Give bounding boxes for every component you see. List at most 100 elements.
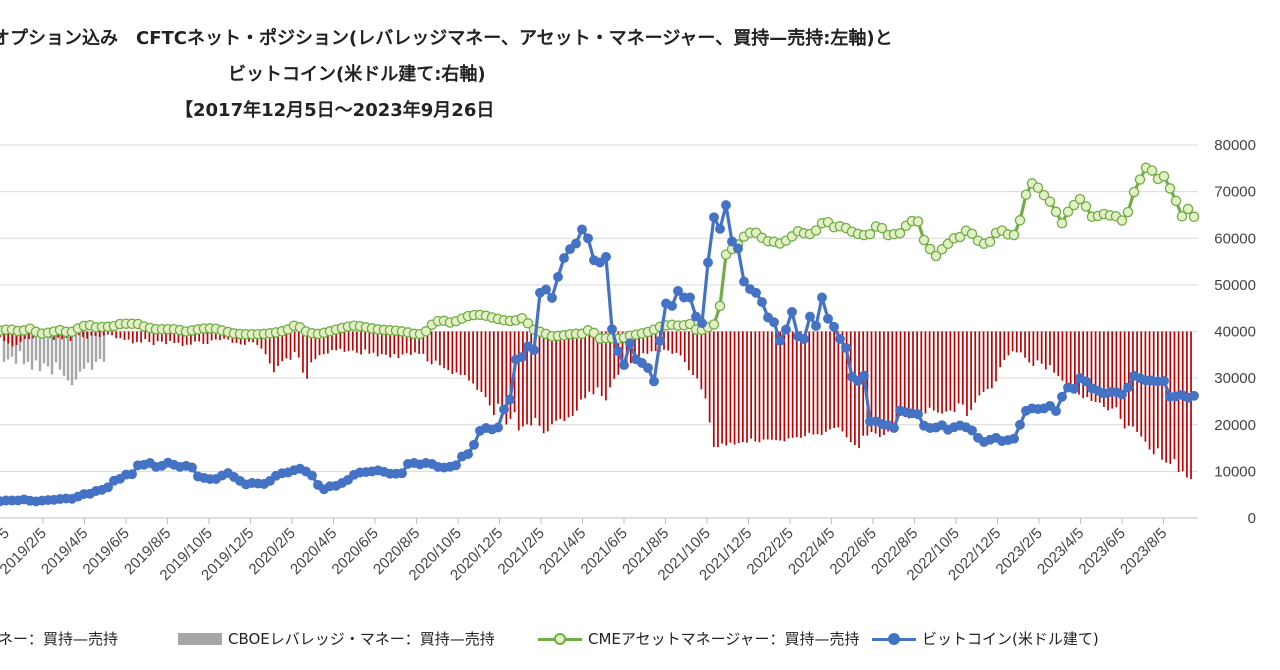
bar: [837, 331, 840, 428]
bar: [754, 331, 757, 442]
bar: [372, 331, 375, 353]
point: [541, 284, 551, 295]
bar: [766, 331, 769, 440]
bar: [26, 331, 30, 362]
bar: [306, 331, 308, 379]
bar: [268, 331, 271, 364]
bar: [895, 331, 898, 424]
bar: [974, 331, 977, 403]
point: [1134, 174, 1146, 185]
bar: [1015, 331, 1018, 353]
y-tick-label: 40000: [1214, 324, 1256, 341]
bar: [94, 331, 98, 362]
bar: [841, 331, 844, 432]
bar: [737, 331, 740, 444]
bar: [22, 331, 26, 365]
y-tick-label: 60000: [1214, 230, 1256, 247]
bar: [1098, 331, 1101, 403]
bar: [758, 331, 761, 443]
bar: [455, 331, 458, 373]
bar: [671, 331, 674, 354]
bar: [131, 331, 134, 344]
point: [565, 244, 575, 255]
bar: [538, 331, 541, 426]
point: [715, 223, 725, 234]
bar: [181, 331, 184, 347]
bar: [165, 331, 167, 345]
bar: [210, 331, 213, 341]
point: [583, 233, 593, 244]
point: [655, 335, 665, 346]
bar: [891, 331, 894, 428]
bar: [310, 331, 313, 363]
bar: [1115, 331, 1118, 408]
point: [493, 422, 503, 433]
bar: [829, 331, 831, 430]
bar: [1061, 331, 1064, 381]
bar: [1177, 331, 1180, 473]
bar: [866, 331, 869, 436]
bar: [957, 331, 960, 404]
point: [727, 236, 737, 247]
bar: [845, 331, 848, 438]
bar: [98, 331, 101, 338]
bar: [762, 331, 765, 440]
bar: [34, 331, 38, 361]
point: [1159, 375, 1169, 386]
bar: [683, 331, 686, 363]
point: [799, 334, 809, 344]
bar: [2, 331, 6, 362]
bar: [567, 331, 570, 418]
point: [553, 271, 563, 282]
point: [829, 321, 839, 332]
point: [420, 326, 432, 337]
bar: [173, 331, 176, 344]
point: [1069, 383, 1079, 394]
legend-swatch-bitcoin: [872, 632, 916, 645]
point: [787, 306, 797, 317]
bar: [115, 331, 118, 339]
bar: [937, 331, 939, 413]
point: [1176, 211, 1188, 222]
bar: [970, 331, 972, 410]
point: [733, 243, 743, 254]
point: [1056, 218, 1068, 229]
bar: [422, 331, 425, 354]
point: [708, 319, 720, 330]
bar: [1049, 331, 1051, 366]
bar: [6, 331, 10, 360]
bar: [534, 331, 537, 418]
bar: [729, 331, 732, 443]
bar: [90, 331, 94, 370]
point: [1081, 376, 1091, 387]
point: [1122, 206, 1134, 218]
point: [967, 425, 977, 436]
bar: [468, 331, 470, 381]
bar: [90, 331, 93, 336]
bar: [1032, 331, 1035, 366]
point: [601, 251, 611, 262]
bar: [522, 331, 524, 427]
point: [1117, 389, 1127, 400]
point: [505, 394, 515, 405]
bar: [928, 331, 931, 408]
point: [703, 257, 713, 268]
bar: [638, 331, 640, 356]
point: [685, 292, 695, 303]
bar: [700, 331, 703, 390]
chart-title-line2: ビットコイン(米ドル建て:右軸): [228, 64, 486, 85]
bar: [364, 331, 367, 350]
bar: [351, 331, 354, 351]
y-tick-label: 30000: [1214, 370, 1256, 387]
bar: [1119, 331, 1122, 419]
bar: [322, 331, 325, 355]
bar: [945, 331, 948, 412]
bar: [198, 331, 201, 342]
bar: [15, 331, 18, 345]
point: [889, 423, 899, 433]
bar: [1024, 331, 1026, 358]
point: [912, 216, 924, 227]
bar: [1127, 331, 1130, 426]
bar: [833, 331, 835, 428]
bar: [148, 331, 151, 342]
